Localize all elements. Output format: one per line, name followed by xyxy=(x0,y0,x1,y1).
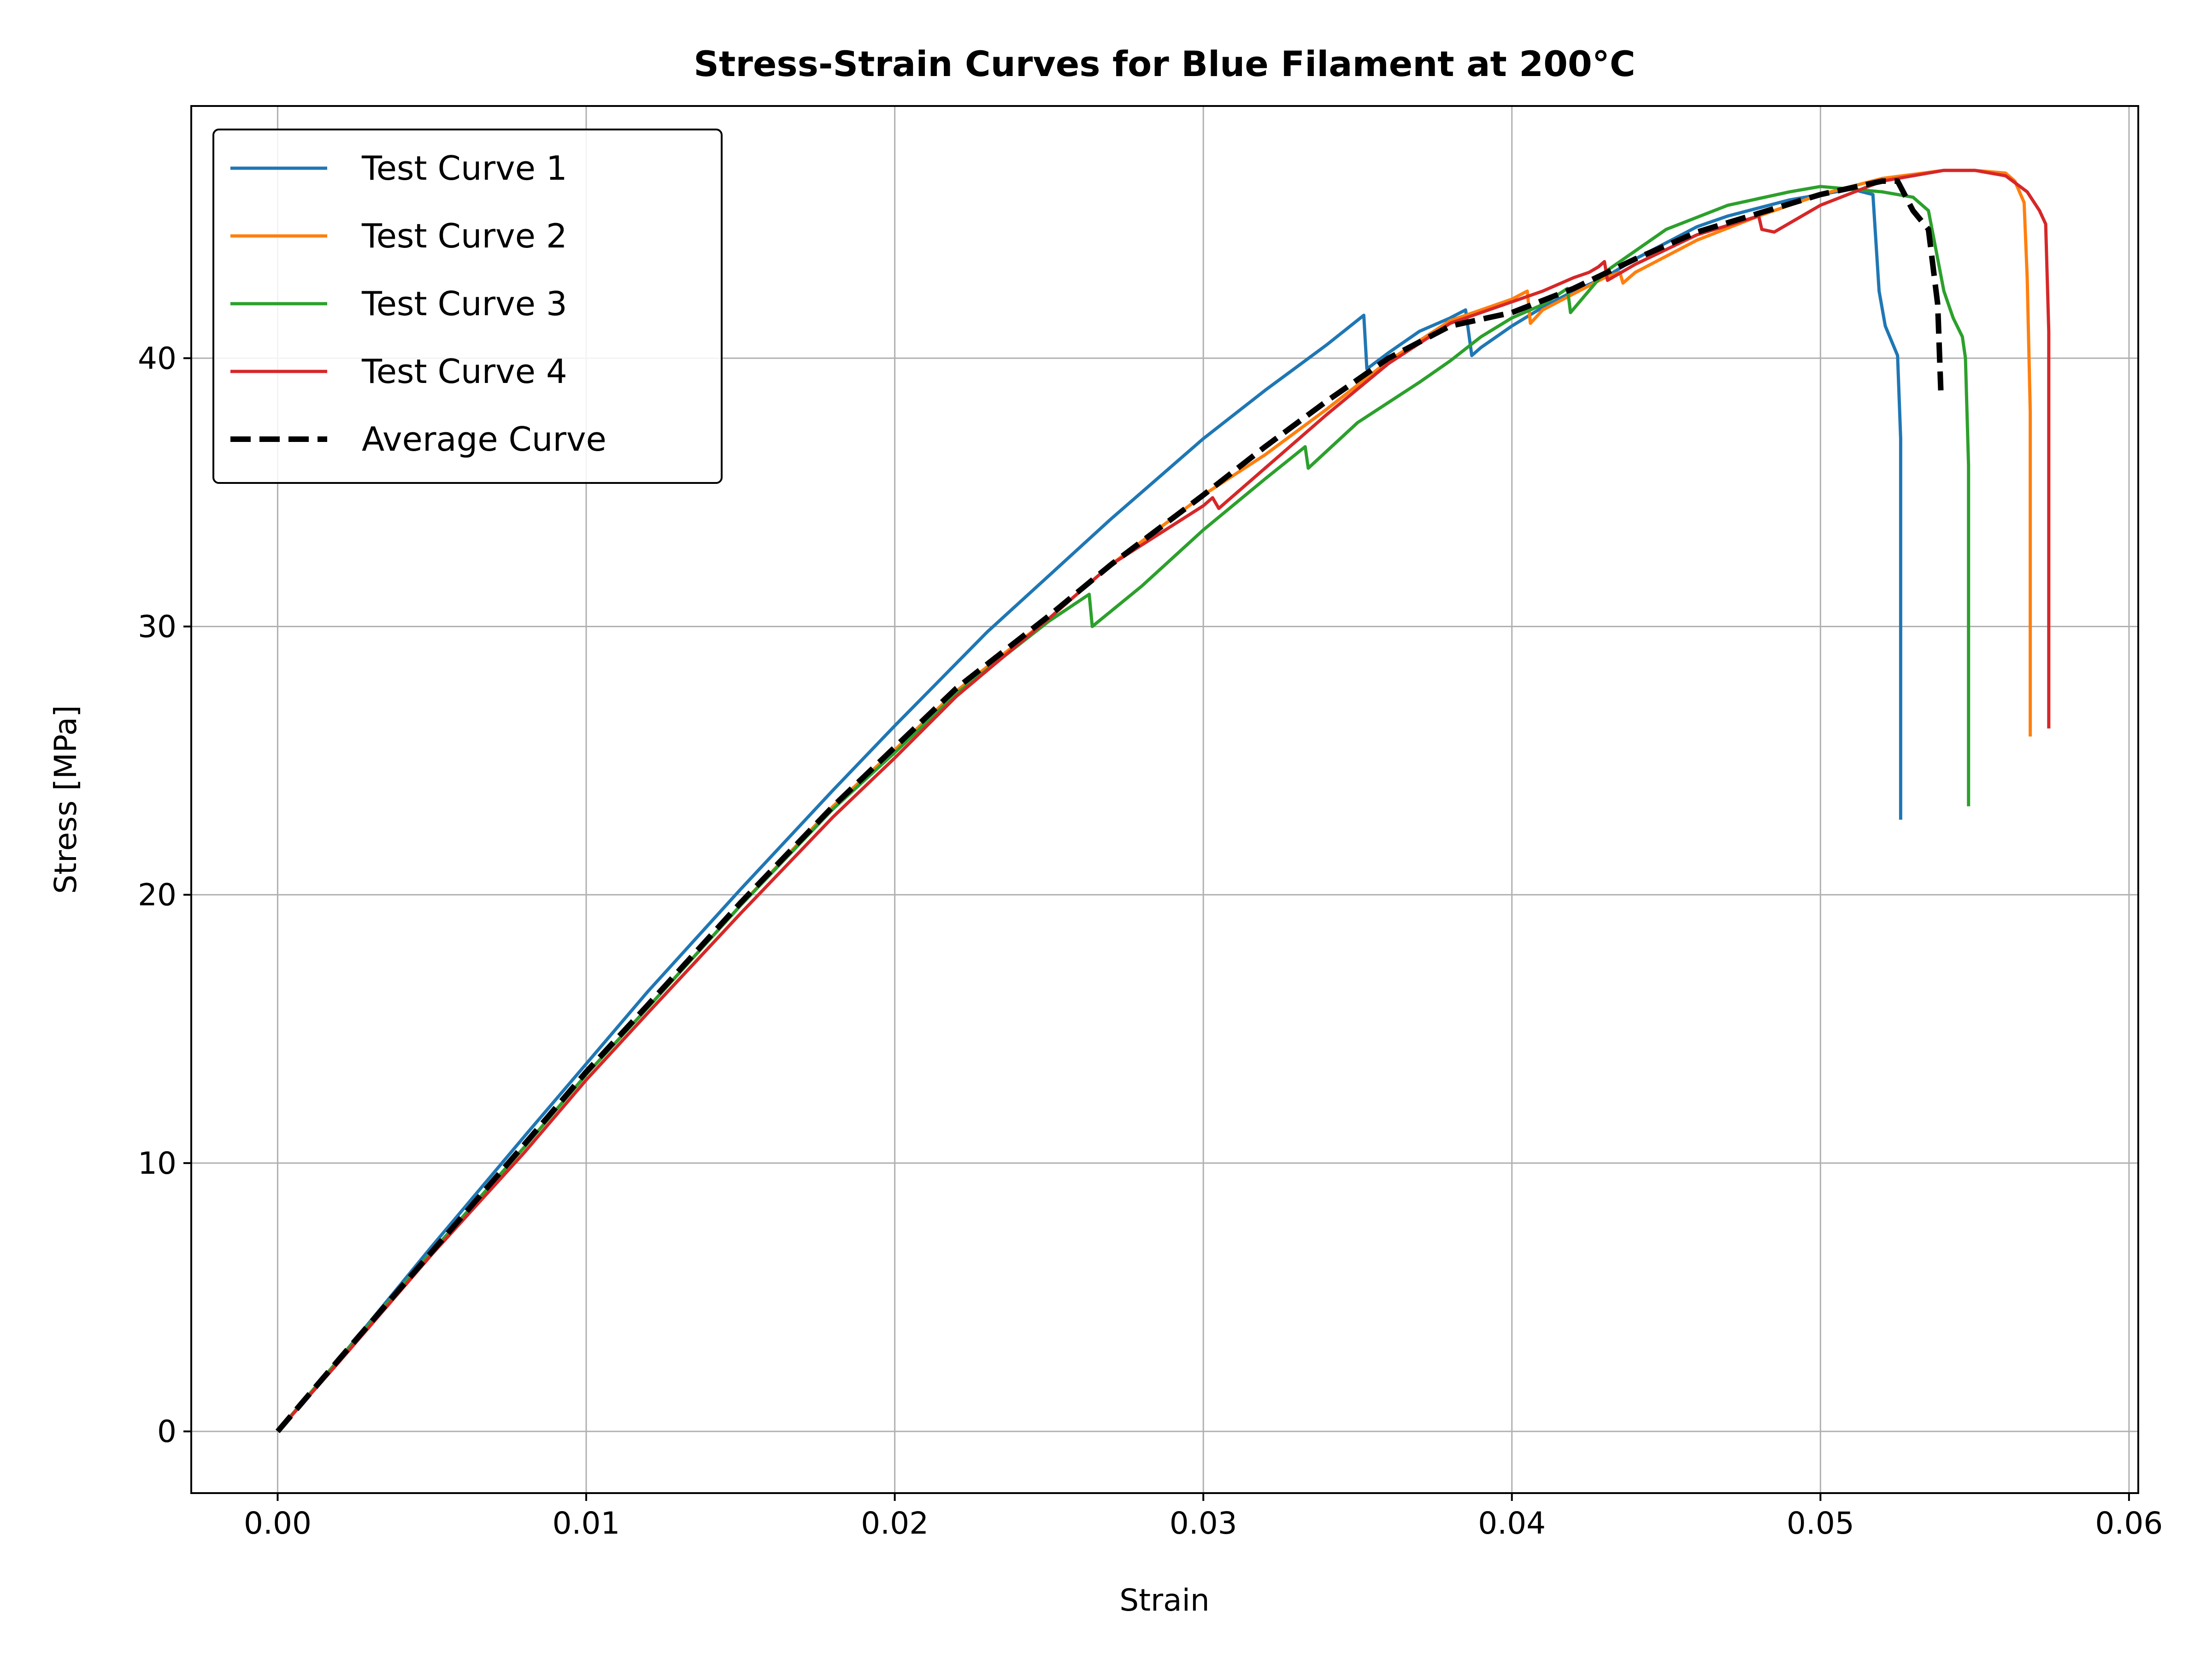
plot-frame xyxy=(190,105,2139,1494)
x-tick-label: 0.05 xyxy=(1787,1506,1854,1541)
legend-label: Average Curve xyxy=(362,420,606,459)
legend-label: Test Curve 2 xyxy=(361,217,567,255)
x-tick-label: 0.03 xyxy=(1170,1506,1237,1541)
axes: 0.00 0.01 0.02 0.03 0.04 0.05 0.06 0 10 20 30 40 xyxy=(138,341,2163,1541)
legend-label: Test Curve 1 xyxy=(361,149,567,188)
legend-label: Test Curve 4 xyxy=(361,352,567,391)
x-tick-label: 0.06 xyxy=(2095,1506,2163,1541)
grid xyxy=(191,106,2138,1493)
legend-label: Test Curve 3 xyxy=(361,284,567,323)
y-tick-label: 10 xyxy=(138,1146,176,1181)
legend-frame xyxy=(212,129,723,484)
x-tick-label: 0.00 xyxy=(244,1506,312,1541)
y-tick-label: 0 xyxy=(157,1414,176,1449)
series-line-5 xyxy=(275,178,1944,1433)
legend: Test Curve 1 Test Curve 2 Test Curve 3 Test… xyxy=(212,129,723,484)
y-tick-label: 40 xyxy=(138,341,176,376)
x-tick-label: 0.02 xyxy=(861,1506,929,1541)
series-layer xyxy=(275,169,2051,1433)
x-tick-label: 0.01 xyxy=(553,1506,620,1541)
chart-title: Stress-Strain Curves for Blue Filament a… xyxy=(694,43,1635,84)
x-tick-label: 0.04 xyxy=(1478,1506,1546,1541)
x-axis-label: Strain xyxy=(1119,1583,1210,1618)
y-tick-label: 20 xyxy=(138,877,176,913)
series-line-4 xyxy=(276,169,2051,1433)
y-tick-label: 30 xyxy=(138,609,176,644)
y-axis-label: Stress [MPa] xyxy=(48,705,83,894)
